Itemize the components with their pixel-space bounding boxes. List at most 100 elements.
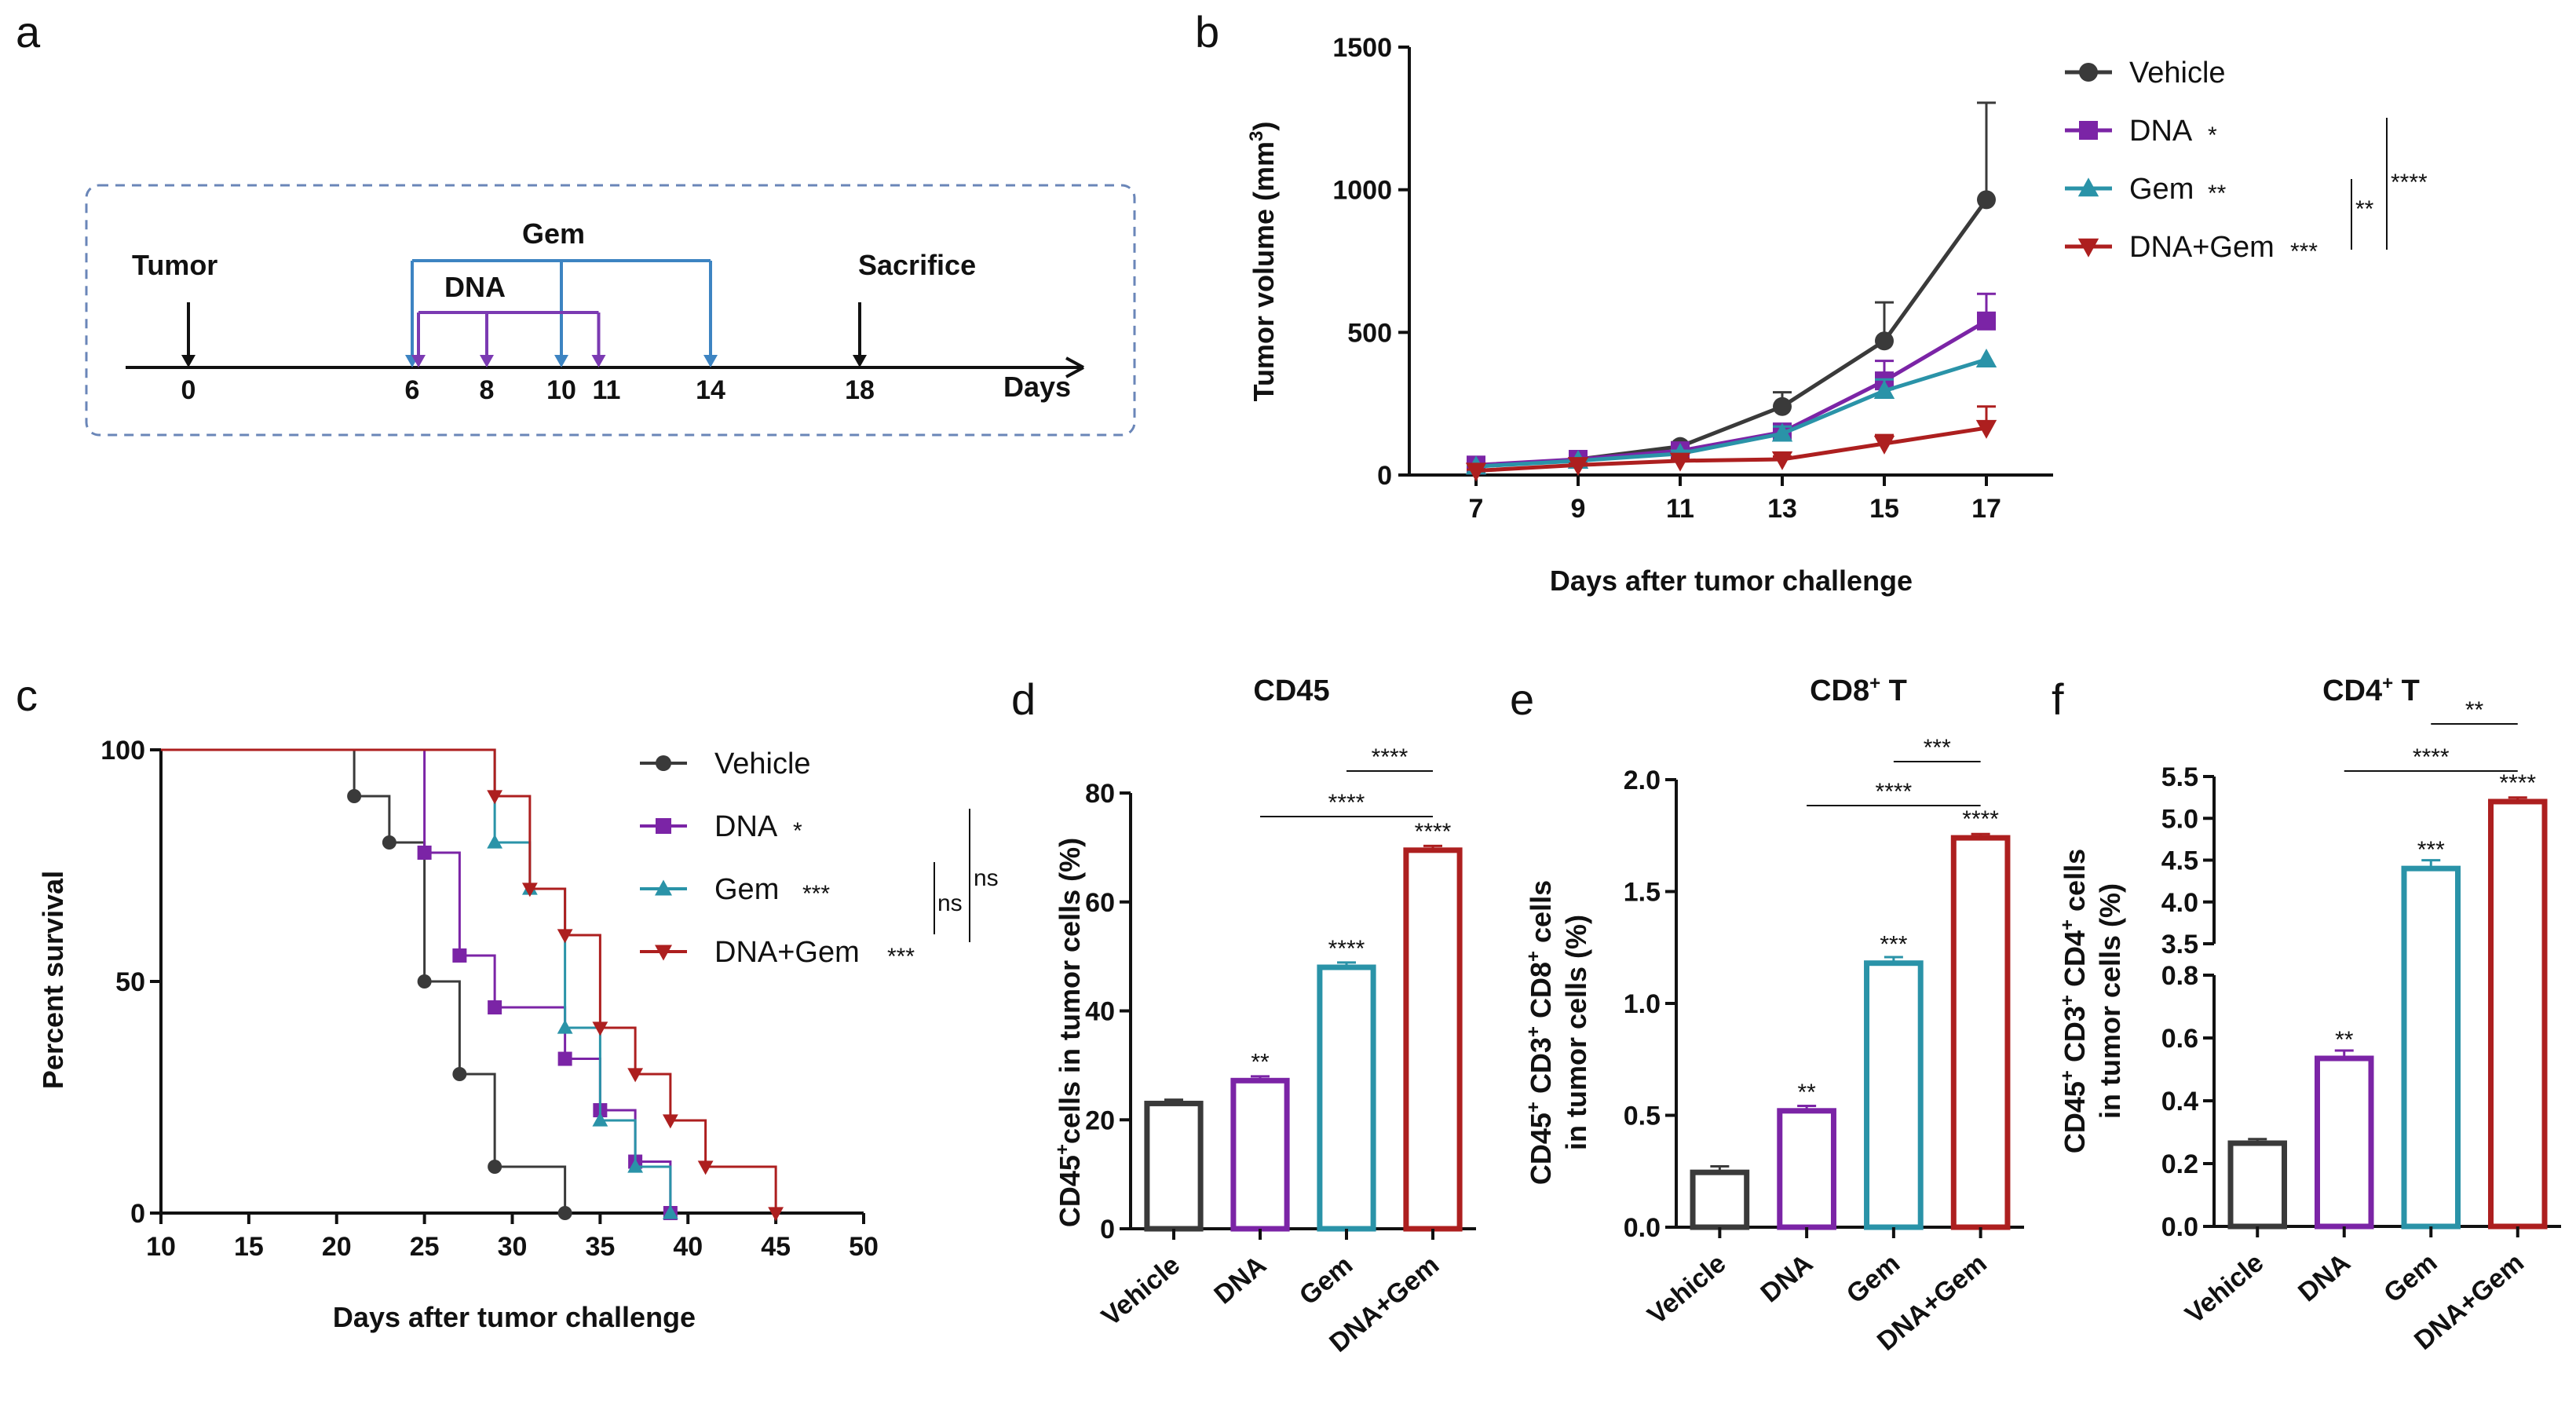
e-x-tick-label-Gem: Gem [1841,1248,1906,1310]
b-point-DNA+Gem [1975,419,1997,439]
timeline-tick-18: 18 [845,375,875,405]
d-y-tick-label: 0 [1100,1215,1115,1244]
e-bar-stars: ** [1797,1080,1816,1106]
d-x-tick-label-DNA: DNA [1208,1250,1272,1310]
b-legend-label-Gem: Gem [2129,173,2194,206]
c-x-tick-label: 10 [146,1232,176,1262]
d-comparison-label: **** [1328,790,1365,816]
f-x-tick-label-Gem: Gem [2378,1248,2443,1309]
b-legend-marker [2079,121,2098,140]
c-y-axis-label: Percent survival [37,871,69,1089]
b-point-Vehicle [1875,331,1894,351]
b-x-tick-label: 9 [1571,494,1586,524]
c-point-Gem [592,1112,608,1127]
c-series-DNA+Gem [161,748,784,1222]
e-y-tick-label: 2.0 [1624,766,1661,795]
c-point-DNA [488,1000,502,1015]
d-x-tick-label-Vehicle: Vehicle [1096,1250,1186,1332]
gem-dose-day-10-head [554,355,568,367]
panel-b-tumor-volume: b Tumor volume (mm3) Days after tumor ch… [1195,7,2428,597]
e-y-tick-label: 0.0 [1624,1213,1661,1243]
d-comparison-label: **** [1372,744,1409,770]
c-point-DNA+Gem [627,1068,644,1083]
c-curve-DNA [161,748,672,1213]
panel-d-label: d [1011,674,1036,724]
c-x-tick-label: 40 [673,1232,703,1262]
c-legend-label-DNA+Gem: DNA+Gem [714,936,860,969]
c-point-Vehicle [452,1067,467,1081]
f-y-tick-label: 0.0 [2161,1212,2198,1242]
c-bracket-outer-label: ns [974,865,999,891]
b-line-Vehicle [1475,198,1989,469]
b-point-Gem [1975,349,1997,368]
b-y-tick-label: 500 [1347,318,1392,348]
dna-dose-day-6-head [411,355,426,367]
b-x-axis-label: Days after tumor challenge [1550,565,1913,597]
timeline-tick-0: 0 [181,375,196,405]
c-point-DNA+Gem [557,929,573,944]
b-x-tick-label: 15 [1869,494,1899,524]
dna-dose-day-11-head [591,355,606,367]
panel-b-label: b [1195,7,1219,57]
timeline-arrowhead [1065,356,1084,378]
c-y-tick-label: 100 [100,736,145,766]
c-point-Gem [557,1019,573,1034]
d-bar-stars: ** [1251,1049,1270,1075]
panel-c-label: c [16,671,38,720]
schedule-frame [85,184,1136,437]
c-curve-Gem [161,748,672,1213]
d-bar-stars: **** [1415,819,1452,845]
e-comparison-label: **** [1876,779,1913,805]
c-legend-marker [655,879,672,896]
b-point-DNA+Gem [1669,452,1691,472]
b-legend-label-DNA: DNA [2129,115,2193,148]
b-point-DNA+Gem [1567,457,1589,477]
gem-dose-day-14-head [703,355,718,367]
c-x-tick-label: 25 [410,1232,440,1262]
f-y-tick-label: 0.2 [2161,1149,2198,1179]
b-legend-stars: * [2208,122,2217,148]
e-bar-stars: *** [1880,932,1907,958]
c-point-Gem [487,834,503,849]
c-point-Gem [627,1158,644,1173]
f-x-tick-label-DNA: DNA [2293,1248,2356,1307]
b-legend-stars: *** [2290,239,2318,265]
c-point-DNA+Gem [521,883,538,897]
c-point-DNA+Gem [662,1114,678,1129]
c-point-DNA+Gem [487,790,503,805]
c-point-DNA [417,845,432,860]
b-point-Gem [1873,380,1895,400]
c-x-tick-label: 20 [322,1232,352,1262]
c-x-tick-label: 45 [761,1232,791,1262]
f-y-tick-label: 3.5 [2161,930,2198,959]
b-series-Vehicle [1467,101,1996,477]
d-y-axis-label: CD45+cells in tumor cells (%) [1052,838,1086,1227]
c-point-DNA+Gem [697,1160,714,1175]
c-curve-DNA+Gem [161,748,777,1213]
c-x-tick-label: 50 [849,1232,879,1262]
sacrifice-label: Sacrifice [858,249,976,281]
d-title: CD45 [1253,674,1329,707]
b-point-DNA+Gem [1465,462,1487,482]
c-x-tick-label: 30 [498,1232,528,1262]
gem-schedule-label: Gem [522,217,585,250]
e-bar-DNA+Gem [1950,835,2011,1230]
panel-f-label: f [2052,674,2064,724]
c-bracket-inner-label: ns [937,890,963,916]
f-title: CD4+ T [2322,673,2420,707]
timeline-tick-8: 8 [480,375,495,405]
b-series-DNA+Gem [1465,405,1997,482]
panel-e-cd8: e CD8+ T CD45+ CD3+ CD8+ cells in tumor … [1510,673,2024,1357]
d-y-tick-label: 80 [1085,779,1115,809]
f-y-tick-label: 0.6 [2161,1024,2198,1054]
c-series-Gem [161,748,678,1219]
f-y-tick-label: 4.5 [2161,846,2198,876]
b-x-tick-label: 7 [1469,494,1484,524]
f-y-tick-label: 5.0 [2161,804,2198,834]
c-legend-label-Gem: Gem [714,873,779,906]
b-point-Vehicle [1773,397,1792,416]
panel-c-survival: c Percent survival Days after tumor chal… [16,671,999,1333]
e-bar-Vehicle [1690,1169,1750,1230]
dna-schedule-label: DNA [444,271,506,303]
b-bracket-inner-label: ** [2355,196,2374,222]
